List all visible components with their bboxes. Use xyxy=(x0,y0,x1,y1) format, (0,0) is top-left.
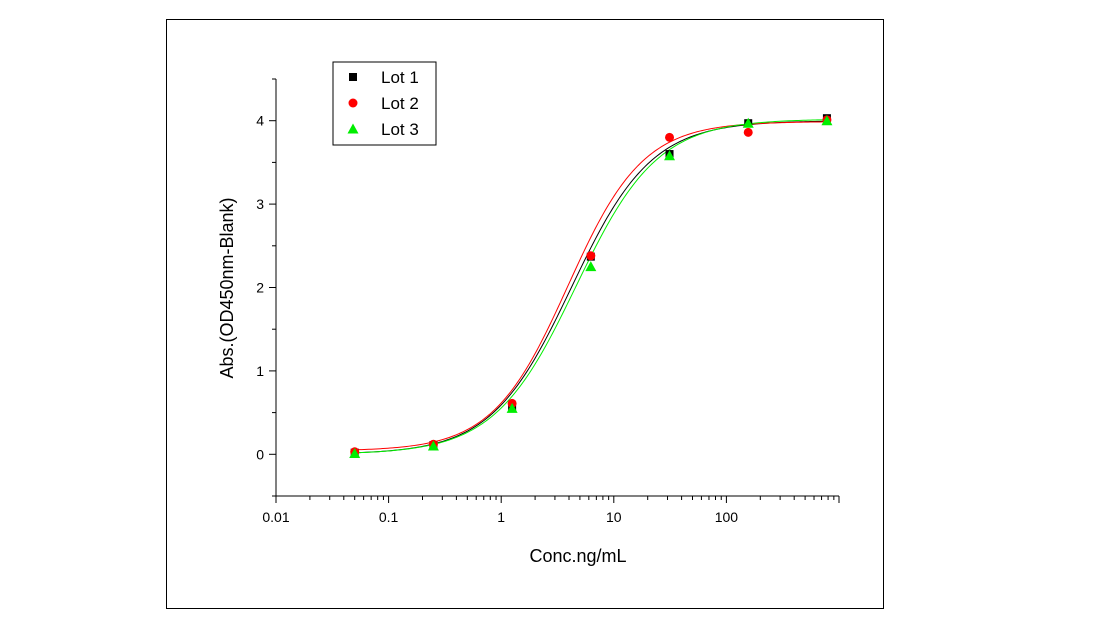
y-tick-label: 0 xyxy=(256,446,264,462)
fit-curve xyxy=(354,120,827,454)
legend-marker xyxy=(348,98,358,108)
y-axis-title: Abs.(OD450nm-Blank) xyxy=(217,197,237,378)
data-point xyxy=(821,115,833,126)
data-point xyxy=(743,127,753,137)
y-tick-label: 1 xyxy=(256,363,264,379)
x-tick-label: 0.1 xyxy=(379,509,399,525)
data-point xyxy=(427,440,439,451)
data-points xyxy=(349,114,833,458)
legend-label: Lot 2 xyxy=(381,94,419,113)
data-point xyxy=(585,261,597,272)
x-tick-label: 1 xyxy=(497,509,505,525)
data-point xyxy=(664,150,676,161)
x-tick-label: 100 xyxy=(715,509,739,525)
fit-curves xyxy=(354,119,827,454)
x-tick-label: 10 xyxy=(606,509,622,525)
x-axis-title: Conc.ng/mL xyxy=(529,546,626,566)
data-point xyxy=(665,132,675,142)
legend-label: Lot 1 xyxy=(381,68,419,87)
axes: 0.01 0.1 1 10 100 0 1 2 3 4 xyxy=(256,78,840,525)
data-point xyxy=(586,251,596,261)
data-point xyxy=(742,117,754,128)
fit-curve xyxy=(354,121,827,451)
chart-frame xyxy=(166,19,884,609)
data-point xyxy=(506,402,518,413)
y-tick-label: 4 xyxy=(256,113,264,129)
data-point xyxy=(349,447,361,458)
fit-curve xyxy=(354,119,827,454)
y-tick-label: 3 xyxy=(256,196,264,212)
x-tick-label: 0.01 xyxy=(262,509,289,525)
legend: Lot 1 Lot 2 Lot 3 xyxy=(332,61,437,146)
y-tick-label: 2 xyxy=(256,280,264,296)
legend-label: Lot 3 xyxy=(381,120,419,139)
legend-marker xyxy=(349,73,357,81)
legend-marker xyxy=(347,123,359,134)
